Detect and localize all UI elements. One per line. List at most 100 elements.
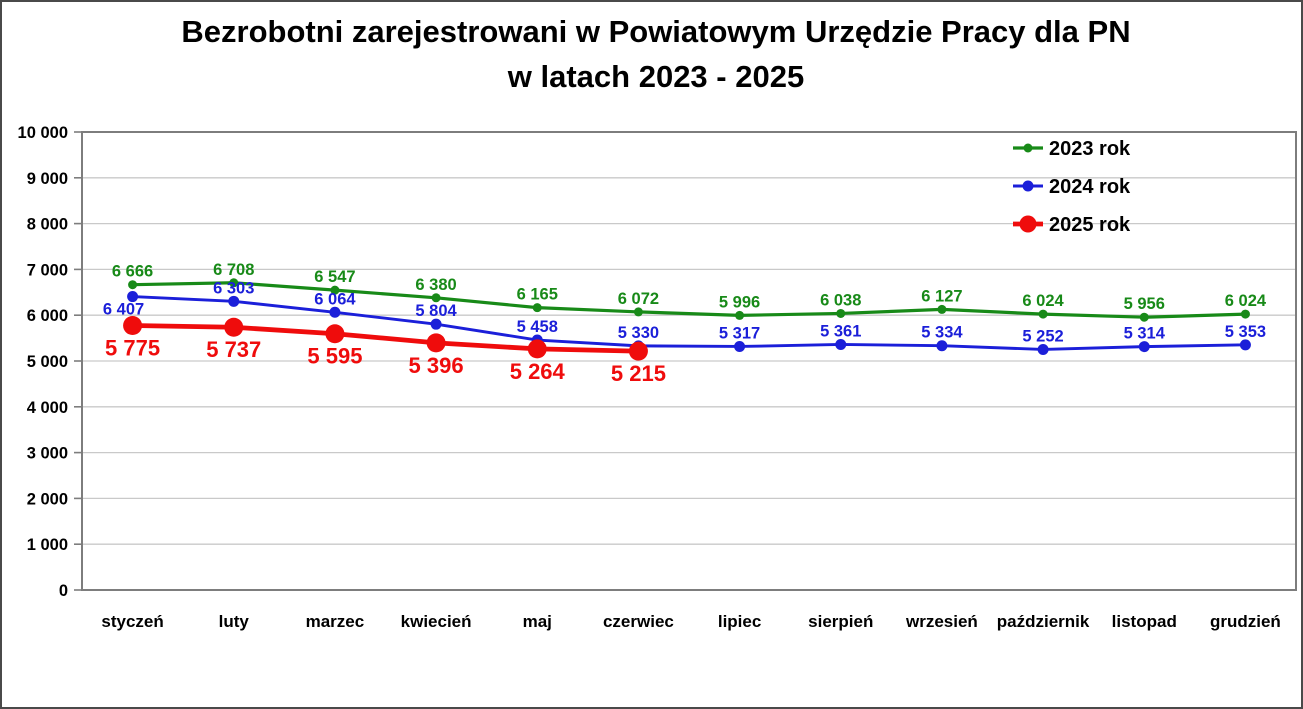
data-point-2024-rok	[1138, 341, 1150, 353]
data-point-2023-rok	[633, 307, 643, 317]
x-axis-month-label: październik	[997, 612, 1090, 631]
series-line-2023-rok	[130, 281, 1248, 319]
data-point-2023-rok	[330, 285, 340, 295]
data-label-2023-rok: 6 708	[213, 261, 254, 279]
data-label-2025-rok: 5 264	[510, 359, 566, 384]
chart-title-line1: Bezrobotni zarejestrowani w Powiatowym U…	[181, 14, 1130, 49]
y-axis-tick-label: 4 000	[27, 399, 68, 417]
legend-label-2025-rok: 2025 rok	[1049, 214, 1131, 236]
x-axis-month-label: kwiecień	[401, 612, 472, 631]
data-label-2024-rok: 5 314	[1124, 325, 1166, 343]
y-axis-tick-label: 8 000	[27, 216, 68, 234]
data-label-2023-rok: 6 024	[1022, 292, 1064, 310]
x-axis-month-label: marzec	[306, 612, 365, 631]
data-label-2024-rok: 6 407	[103, 301, 144, 319]
y-axis-tick-label: 0	[59, 582, 68, 600]
data-label-2024-rok: 5 317	[719, 324, 760, 342]
series-line-2025-rok	[130, 323, 641, 354]
y-axis-tick-label: 6 000	[27, 307, 68, 325]
data-label-2025-rok: 5 595	[307, 344, 362, 369]
y-axis-tick-label: 3 000	[27, 445, 68, 463]
data-point-2023-rok	[1038, 309, 1048, 319]
data-label-2023-rok: 6 038	[820, 291, 861, 309]
data-label-2024-rok: 5 334	[921, 324, 963, 342]
data-point-2023-rok	[229, 278, 239, 288]
data-label-2025-rok: 5 215	[611, 361, 666, 386]
legend-marker-2023-rok	[1023, 143, 1033, 153]
data-point-2023-rok	[1139, 312, 1149, 322]
y-axis-tick-label: 7 000	[27, 261, 68, 279]
data-point-2024-rok	[127, 291, 139, 303]
legend-label-2024-rok: 2024 rok	[1049, 176, 1131, 198]
data-label-2024-rok: 5 353	[1225, 323, 1266, 341]
x-axis-month-label: styczeń	[101, 612, 163, 631]
legend-item-2025-rok: 2025 rok	[1013, 214, 1131, 236]
data-label-2024-rok: 5 330	[618, 324, 659, 342]
legend-marker-2024-rok	[1022, 180, 1034, 192]
data-label-2024-rok: 5 804	[415, 302, 457, 320]
legend-marker-2025-rok	[1019, 215, 1037, 233]
legend-item-2024-rok: 2024 rok	[1013, 176, 1131, 198]
data-point-2024-rok	[734, 340, 746, 352]
data-point-2024-rok	[228, 295, 240, 307]
legend-label-2023-rok: 2023 rok	[1049, 138, 1131, 160]
data-point-2025-rok	[628, 341, 648, 361]
data-label-2023-rok: 6 127	[921, 287, 962, 305]
x-axis-month-label: luty	[219, 612, 250, 631]
data-label-2024-rok: 5 458	[517, 318, 558, 336]
data-label-2023-rok: 6 380	[415, 276, 456, 294]
data-point-2025-rok	[123, 316, 143, 336]
x-axis-month-label: sierpień	[808, 612, 873, 631]
data-point-2023-rok	[836, 308, 846, 318]
data-point-2023-rok	[937, 304, 947, 314]
y-axis-tick-label: 5 000	[27, 353, 68, 371]
y-axis-tick-label: 10 000	[18, 124, 68, 142]
x-axis-month-label: listopad	[1112, 612, 1177, 631]
data-label-2023-rok: 6 165	[517, 286, 558, 304]
x-axis-month-label: maj	[523, 612, 552, 631]
data-point-2024-rok	[1037, 343, 1049, 355]
data-point-2025-rok	[426, 333, 446, 353]
data-point-2023-rok	[532, 303, 542, 313]
data-point-2024-rok	[329, 306, 341, 318]
x-axis-month-label: wrzesień	[905, 612, 978, 631]
data-label-2023-rok: 6 666	[112, 263, 153, 281]
series-layer	[123, 278, 1251, 361]
data-label-2025-rok: 5 775	[105, 336, 160, 361]
axis-layer: 0 1 000 2 000 3 000 4 000 5 000 6 000 7 000 8 00…	[18, 124, 1297, 631]
data-point-2023-rok	[128, 280, 138, 290]
data-point-2025-rok	[325, 324, 345, 344]
data-point-2025-rok	[224, 317, 244, 337]
data-point-2023-rok	[1240, 309, 1250, 319]
y-axis-tick-label: 9 000	[27, 170, 68, 188]
data-point-2023-rok	[431, 293, 441, 303]
series-line-2024-rok	[131, 295, 1247, 351]
data-point-2025-rok	[527, 339, 547, 359]
data-label-2023-rok: 5 956	[1124, 295, 1165, 313]
x-axis-month-label: lipiec	[718, 612, 761, 631]
data-label-2023-rok: 5 996	[719, 293, 760, 311]
data-label-2025-rok: 5 396	[409, 353, 464, 378]
data-point-2024-rok	[1239, 339, 1251, 351]
data-label-2023-rok: 6 024	[1225, 292, 1267, 310]
data-point-2024-rok	[936, 340, 948, 352]
y-axis-tick-label: 2 000	[27, 490, 68, 508]
x-axis-month-label: grudzień	[1210, 612, 1281, 631]
data-label-2025-rok: 5 737	[206, 337, 261, 362]
data-label-2023-rok: 6 547	[314, 268, 355, 286]
y-axis-tick-label: 1 000	[27, 536, 68, 554]
data-point-2024-rok	[430, 318, 442, 330]
legend-item-2023-rok: 2023 rok	[1013, 138, 1131, 160]
data-label-2024-rok: 6 303	[213, 279, 254, 297]
chart-title-line2: w latach 2023 - 2025	[507, 59, 804, 94]
data-label-2023-rok: 6 072	[618, 290, 659, 308]
x-axis-month-label: czerwiec	[603, 612, 674, 631]
data-point-2024-rok	[835, 338, 847, 350]
data-point-2023-rok	[735, 310, 745, 320]
legend: 2023 rok 2024 rok 2025 rok	[1013, 138, 1131, 236]
data-label-2024-rok: 5 361	[820, 322, 861, 340]
data-label-layer: 6 666 6 708 6 547 6 380 6 165 6 072 5 996 6 038…	[103, 261, 1267, 386]
data-label-2024-rok: 5 252	[1022, 327, 1063, 345]
